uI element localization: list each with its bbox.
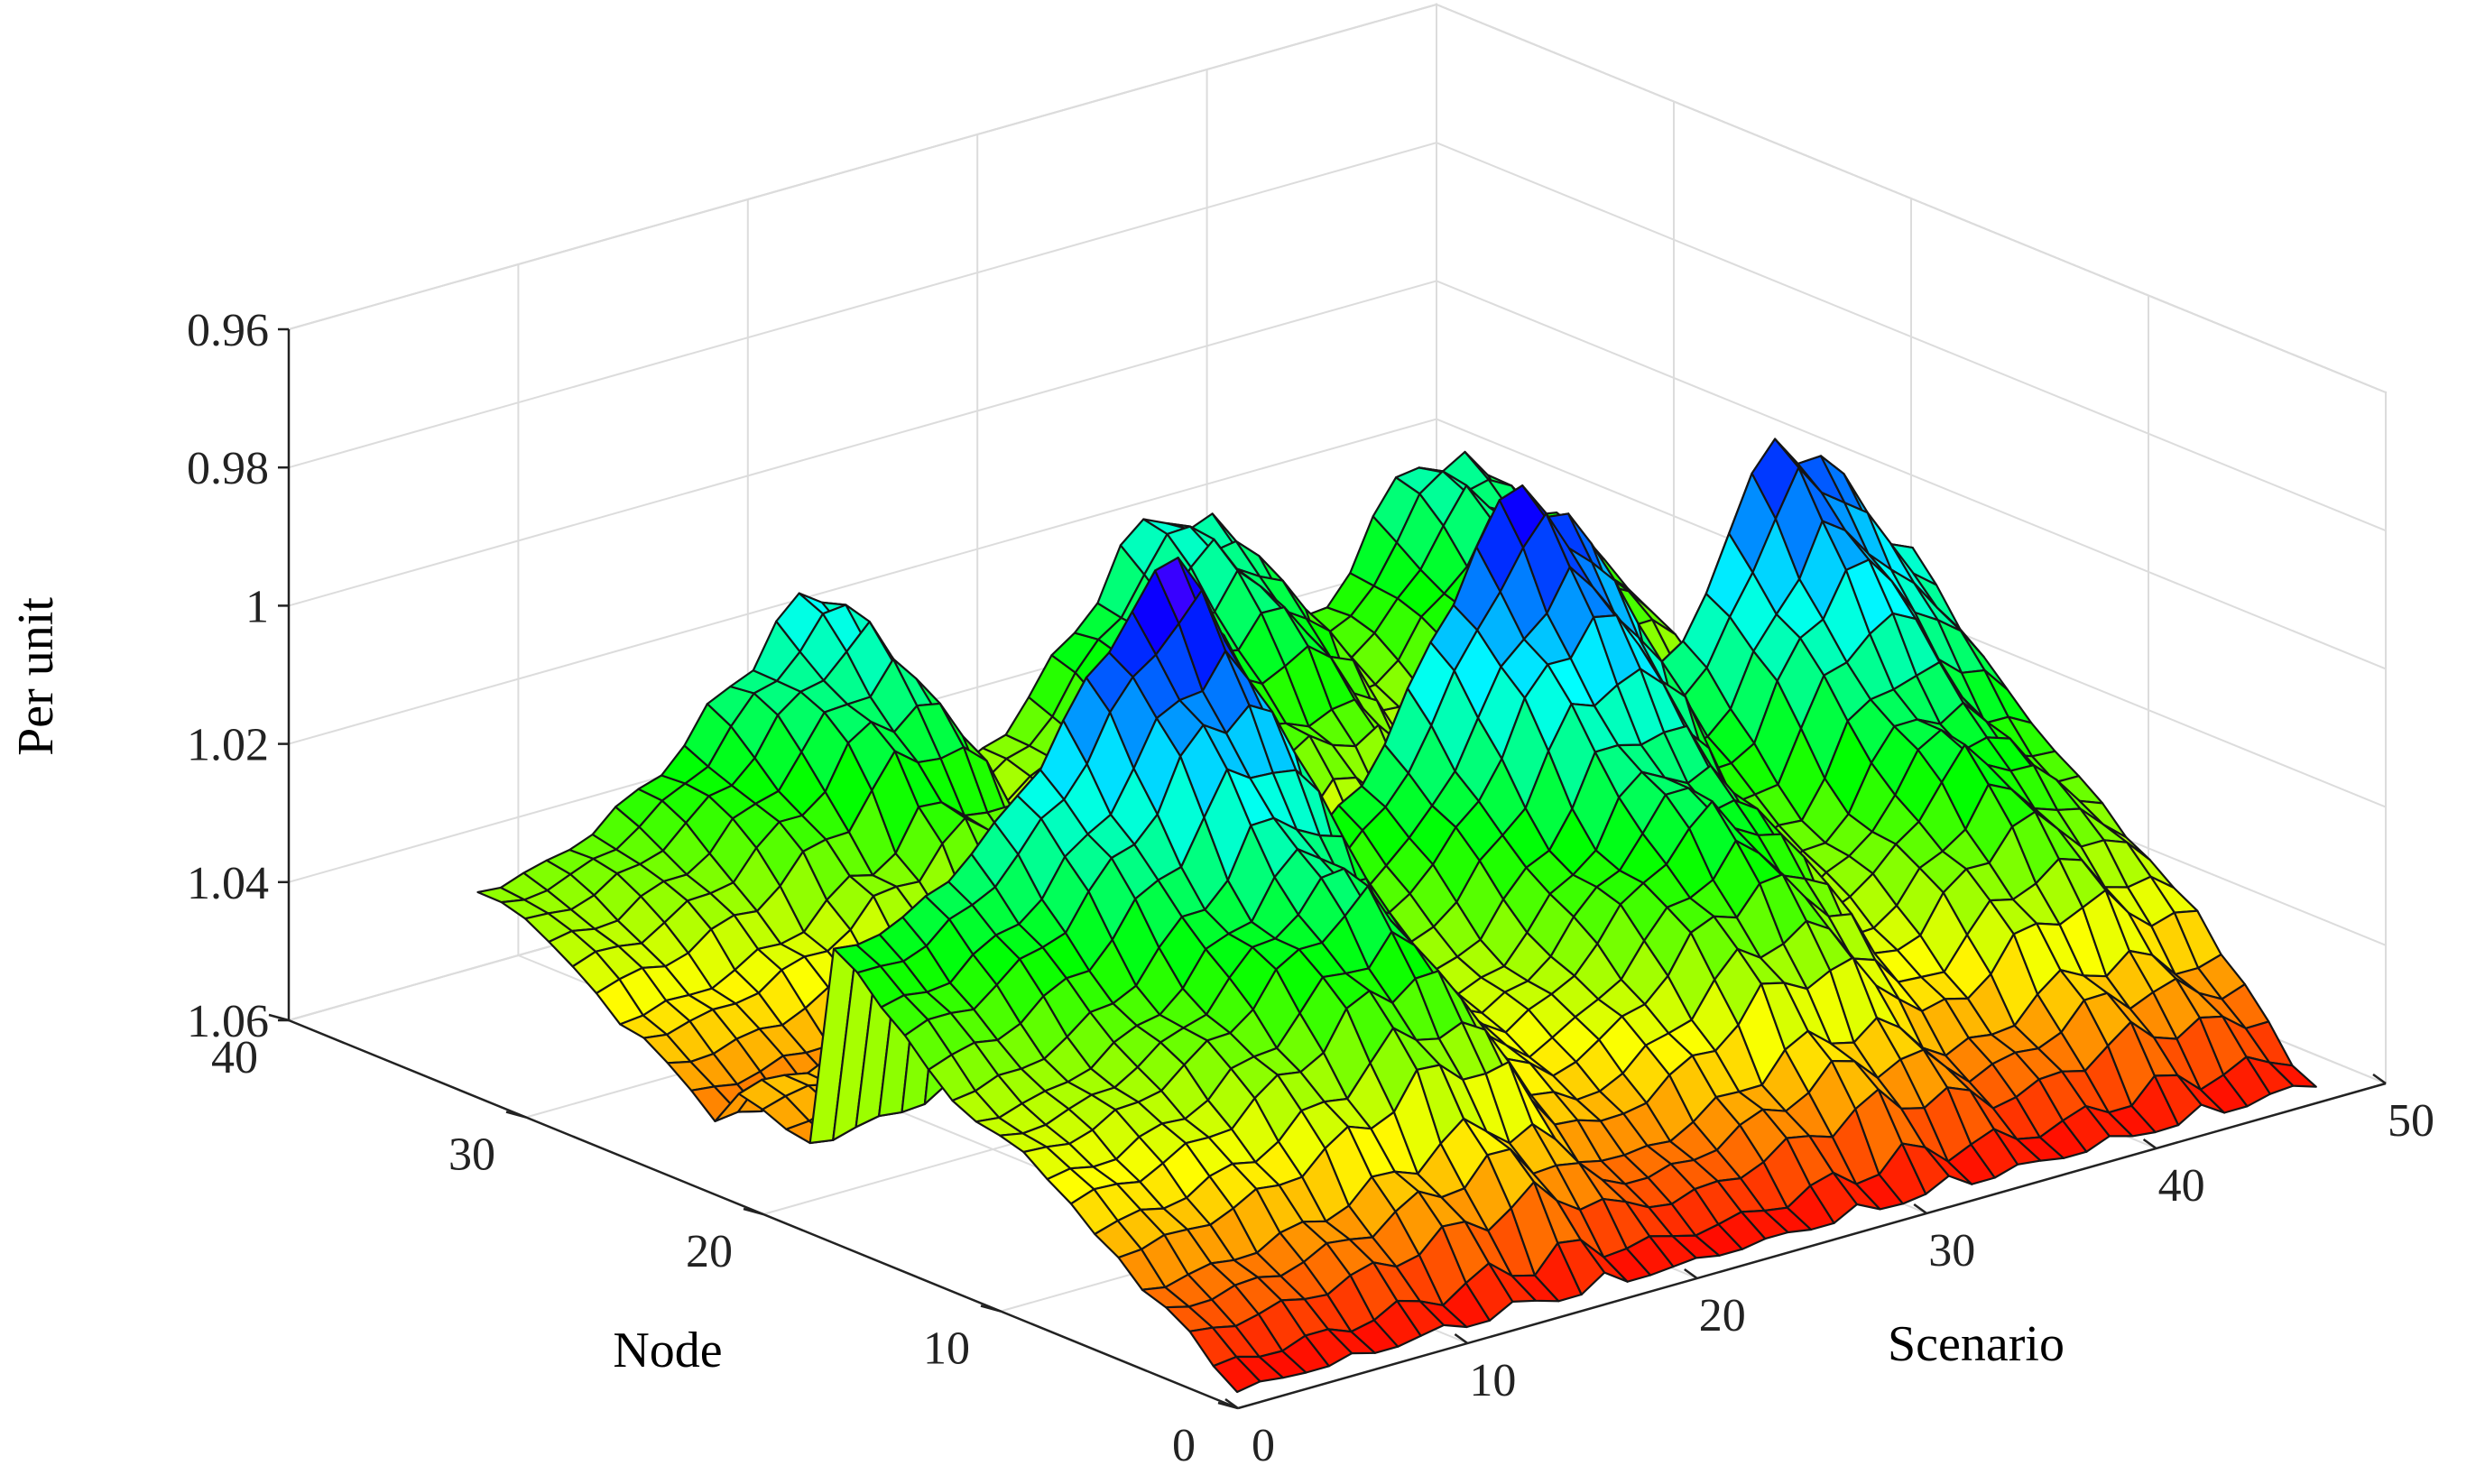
node-tick (743, 1207, 764, 1216)
z-tick-labels: 0.96 0.98 1 1.02 1.04 1.06 (187, 305, 269, 1047)
node-tick-label: 20 (686, 1226, 733, 1277)
z-axis-label: Per unit (8, 597, 64, 756)
node-tick (268, 1013, 290, 1022)
scenario-tick (1684, 1267, 1698, 1280)
node-tick-label: 0 (1172, 1420, 1196, 1471)
node-tick (980, 1304, 1002, 1313)
z-tick-label: 0.98 (187, 443, 269, 494)
scenario-axis-label: Scenario (1888, 1316, 2065, 1372)
axes (268, 327, 2387, 1410)
z-tick-label: 0.96 (187, 305, 269, 356)
node-tick-label: 30 (448, 1129, 495, 1181)
node-axis-label: Node (613, 1323, 722, 1378)
z-gridline (288, 3, 2387, 393)
scenario-tick (1454, 1332, 1469, 1345)
z-tick-label: 1.06 (187, 996, 269, 1047)
scenario-tick-label: 50 (2388, 1095, 2434, 1147)
scenario-tick-label: 0 (1252, 1420, 1275, 1471)
node-tick (1217, 1401, 1239, 1410)
scenario-tick-labels: 0 10 20 30 40 50 (1252, 1095, 2434, 1471)
scenario-tick (2142, 1138, 2157, 1150)
node-tick (505, 1111, 527, 1119)
scenario-tick (1913, 1203, 1927, 1215)
surface (476, 438, 2317, 1394)
scenario-tick (2372, 1073, 2387, 1085)
node-tick-label: 10 (923, 1323, 970, 1375)
surface-facet (2268, 1061, 2317, 1088)
z-tick-label: 1.04 (187, 858, 269, 909)
scenario-tick-label: 10 (1469, 1355, 1516, 1406)
node-tick-labels: 0 10 20 30 40 (211, 1032, 1196, 1471)
z-tick-label: 1.02 (187, 720, 269, 771)
scenario-axis-line (1237, 1082, 2387, 1410)
scenario-tick-label: 20 (1699, 1290, 1746, 1341)
node-tick-label: 40 (211, 1032, 258, 1083)
scenario-tick (1224, 1397, 1239, 1410)
z-gridline (288, 142, 2387, 532)
scenario-tick-label: 40 (2158, 1160, 2205, 1212)
z-tick-label: 1 (245, 581, 269, 632)
scenario-tick-label: 30 (1928, 1225, 1975, 1277)
